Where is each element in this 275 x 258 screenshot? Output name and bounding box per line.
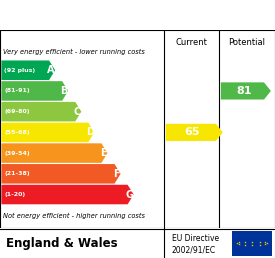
Text: G: G (125, 190, 133, 199)
Text: (1-20): (1-20) (4, 192, 25, 197)
Text: Current: Current (175, 38, 207, 47)
Text: England & Wales: England & Wales (6, 237, 117, 250)
Text: (81-91): (81-91) (4, 88, 30, 93)
Text: A: A (47, 65, 55, 75)
Text: C: C (73, 107, 81, 117)
Text: B: B (60, 86, 68, 96)
Polygon shape (1, 81, 68, 101)
Text: 2002/91/EC: 2002/91/EC (172, 245, 216, 254)
Polygon shape (1, 185, 134, 204)
Polygon shape (1, 60, 55, 80)
Polygon shape (221, 82, 271, 100)
Polygon shape (1, 164, 120, 184)
Polygon shape (166, 124, 223, 141)
Text: Very energy efficient - lower running costs: Very energy efficient - lower running co… (3, 49, 145, 55)
Polygon shape (1, 102, 81, 122)
Text: Potential: Potential (228, 38, 265, 47)
Text: (39-54): (39-54) (4, 151, 30, 156)
Text: EU Directive: EU Directive (172, 234, 219, 243)
Text: (21-38): (21-38) (4, 171, 30, 176)
Text: (69-80): (69-80) (4, 109, 30, 114)
Text: 65: 65 (185, 127, 200, 137)
Text: E: E (100, 148, 107, 158)
Text: D: D (86, 127, 94, 137)
Text: 81: 81 (236, 86, 252, 96)
Text: (92 plus): (92 plus) (4, 68, 35, 73)
Polygon shape (1, 143, 108, 163)
Text: (55-68): (55-68) (4, 130, 30, 135)
Text: Not energy efficient - higher running costs: Not energy efficient - higher running co… (3, 213, 145, 220)
Text: Energy Efficiency Rating: Energy Efficiency Rating (8, 8, 192, 21)
Bar (232, 231, 272, 256)
Text: F: F (113, 169, 120, 179)
Polygon shape (1, 123, 94, 142)
